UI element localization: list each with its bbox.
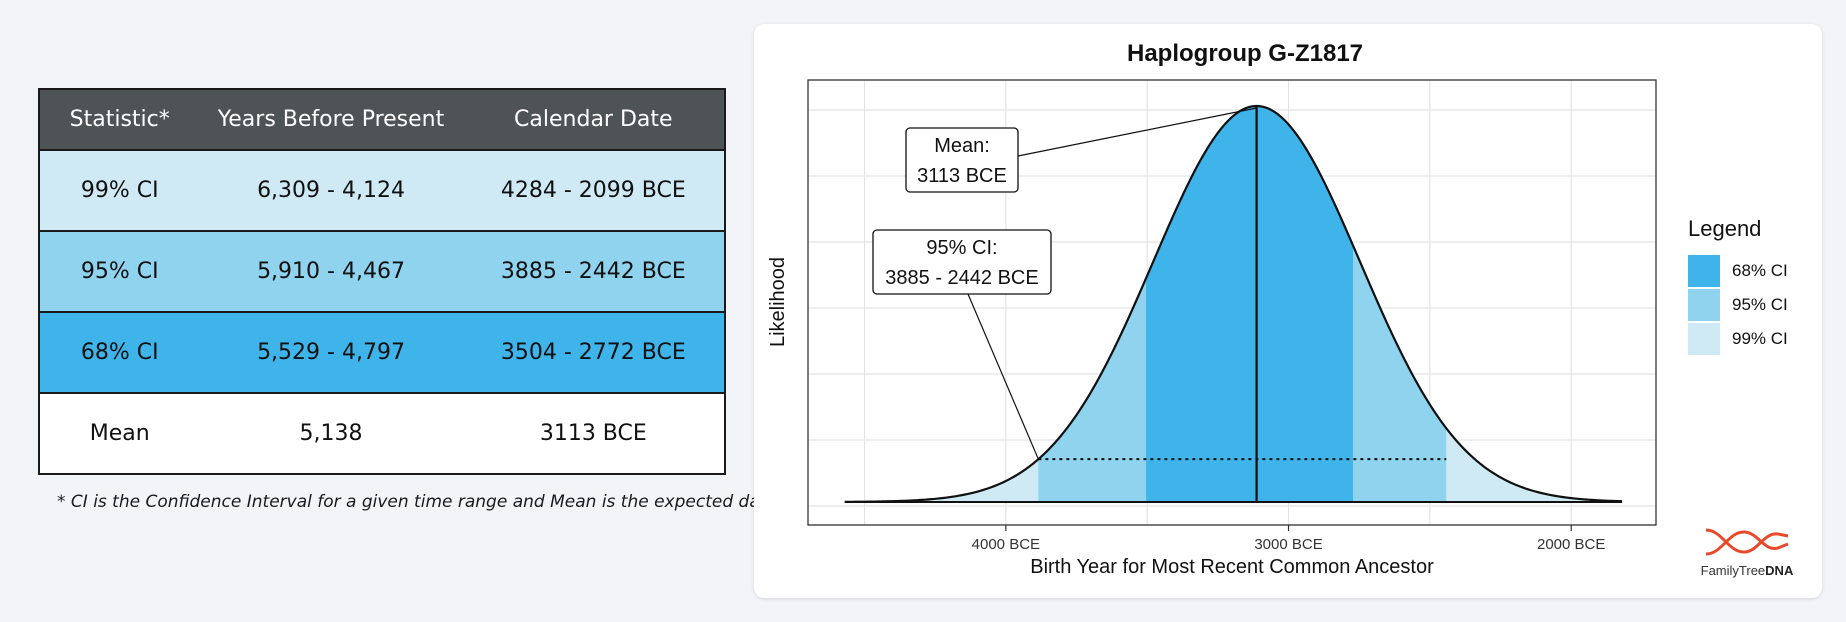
legend-swatch-68 [1688, 255, 1720, 287]
x-tick-label: 2000 BCE [1537, 536, 1605, 553]
mean-annotation-label-line2: 3113 BCE [917, 165, 1007, 187]
row-years-before-present: 5,138 [199, 392, 463, 474]
y-axis-label: Likelihood [767, 257, 789, 347]
chart-annotations: Mean: 3113 BCE 95% CI: 3885 - 2442 BCE [872, 107, 1257, 460]
legend-label-95: 95% CI [1732, 295, 1788, 314]
table-footnote: * CI is the Confidence Interval for a gi… [57, 492, 783, 512]
row-calendar-date: 4284 - 2099 BCE [462, 149, 725, 231]
row-calendar-date: 3504 - 2772 BCE [462, 311, 725, 393]
table-row: Mean 5,138 3113 BCE [39, 392, 725, 474]
mean-annotation-label-line1: Mean: [934, 135, 990, 157]
mean-annotation-box [905, 127, 1019, 193]
plot-border [807, 79, 1657, 526]
x-tick-label: 4000 BCE [972, 536, 1040, 553]
ci95-annotation-box [872, 229, 1052, 295]
x-tick-label: 3000 BCE [1254, 536, 1322, 553]
ci95-annotation-leader-line [967, 293, 1039, 460]
dna-helix-icon [1705, 528, 1789, 556]
row-statistic: 68% CI [39, 311, 200, 393]
chart-title: Haplogroup G-Z1817 [1127, 40, 1363, 67]
brand-name-part2: DNA [1765, 563, 1794, 578]
table-row: 99% CI 6,309 - 4,124 4284 - 2099 BCE [39, 149, 725, 231]
likelihood-chart: Haplogroup G-Z1817 4000 BCE 3000 BCE 2000 … [767, 40, 1657, 578]
legend-item-95: 95% CI [1688, 288, 1788, 322]
header-calendar-date: Calendar Date [462, 89, 725, 151]
ci95-annotation-label-line2: 3885 - 2442 BCE [885, 267, 1038, 289]
legend-title: Legend [1688, 216, 1762, 241]
row-years-before-present: 5,910 - 4,467 [199, 230, 463, 312]
row-years-before-present: 6,309 - 4,124 [199, 149, 463, 231]
legend-label-68: 68% CI [1732, 261, 1788, 280]
brand-name-part1: FamilyTree [1700, 563, 1766, 578]
x-axis-ticks: 4000 BCE 3000 BCE 2000 BCE [972, 525, 1605, 553]
header-statistic: Statistic* [39, 89, 200, 151]
x-axis-label: Birth Year for Most Recent Common Ancest… [1030, 556, 1434, 578]
area-68-ci [1146, 106, 1353, 502]
chart-overlays [844, 104, 1623, 503]
legend-item-68: 68% CI [1688, 254, 1788, 288]
row-statistic: 99% CI [39, 149, 200, 231]
legend-swatch-99 [1688, 323, 1720, 355]
brand-name: FamilyTreeDNA [1692, 563, 1802, 578]
ci95-annotation-label-line1: 95% CI: [926, 237, 997, 259]
table-row: 68% CI 5,529 - 4,797 3504 - 2772 BCE [39, 311, 725, 393]
row-years-before-present: 5,529 - 4,797 [199, 311, 463, 393]
chart-panel: Haplogroup G-Z1817 4000 BCE 3000 BCE 2000 … [754, 24, 1822, 598]
table-header-row: Statistic* Years Before Present Calendar… [39, 89, 725, 151]
row-calendar-date: 3885 - 2442 BCE [462, 230, 725, 312]
row-statistic: 95% CI [39, 230, 200, 312]
chart-legend: Legend 68% CI 95% CI 99% CI [1688, 216, 1788, 356]
mean-annotation-leader-line [1017, 107, 1257, 157]
table-row: 95% CI 5,910 - 4,467 3885 - 2442 BCE [39, 230, 725, 312]
row-statistic: Mean [39, 392, 200, 474]
legend-label-99: 99% CI [1732, 329, 1788, 348]
row-calendar-date: 3113 BCE [462, 392, 725, 474]
density-curve [844, 104, 1623, 503]
legend-item-99: 99% CI [1688, 322, 1788, 356]
familytreedna-logo: FamilyTreeDNA [1692, 524, 1802, 578]
statistics-table: Statistic* Years Before Present Calendar… [38, 88, 726, 475]
header-years-before-present: Years Before Present [199, 89, 463, 151]
legend-swatch-95 [1688, 289, 1720, 321]
